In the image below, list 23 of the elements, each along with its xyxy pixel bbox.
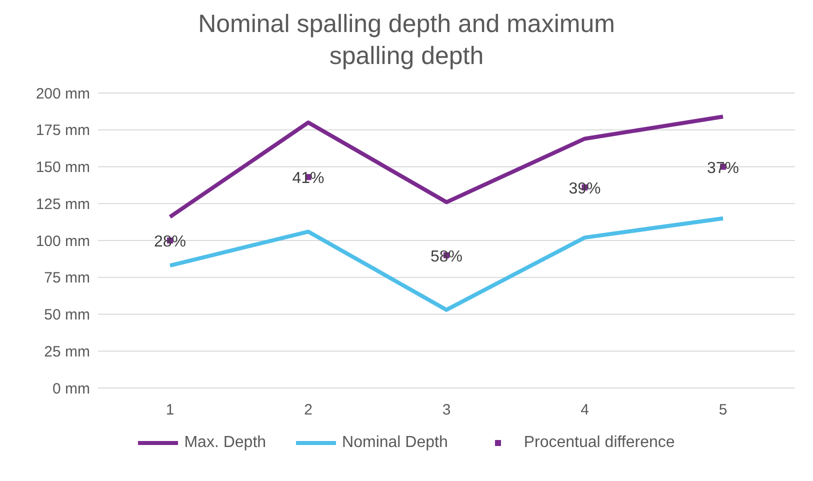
y-tick-label: 100 mm [36,232,90,250]
annotation: 58% [430,248,463,266]
annotation: 37% [706,160,740,177]
y-tick-label: 75 mm [44,270,90,287]
annotation: 28% [154,234,186,250]
y-tick-label: 50 mm [44,306,90,324]
x-tick-label: 4 [580,402,589,419]
y-tick-label: 0 mm [52,380,90,398]
y-tick-label: 150 mm [36,159,90,176]
x-tick-label: 5 [718,402,728,419]
y-tick-label: 25 mm [44,343,90,360]
y-tick-label: 175 mm [36,122,90,140]
annotation: 41% [292,170,324,188]
y-tick-label: 200 mm [36,85,90,102]
legend-label: Nominal Depth [342,434,448,452]
x-tick-label: 2 [304,402,312,419]
legend-label: Procentual difference [524,434,675,452]
y-tick-label: 125 mm [36,196,90,213]
annotation: 39% [568,180,601,198]
x-tick-label: 1 [166,402,174,419]
x-tick-label: 3 [442,402,451,419]
legend-label: Max. Depth [184,434,266,452]
chart-title: Nominal spalling depth and maximum spalling depth [197,9,616,72]
